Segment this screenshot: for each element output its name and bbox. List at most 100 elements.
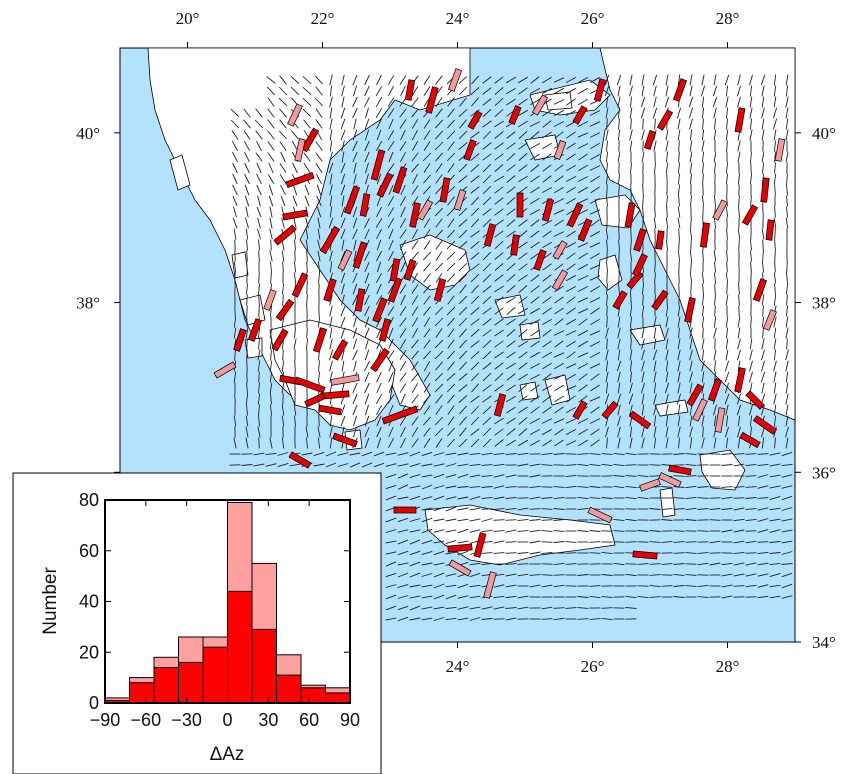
field-line: [665, 129, 669, 141]
vector-strong: [381, 405, 419, 425]
field-line: [518, 153, 528, 161]
field-line: [774, 184, 776, 196]
field-line: [725, 338, 729, 350]
field-line: [506, 274, 516, 282]
field-line: [387, 207, 395, 217]
field-line: [341, 96, 345, 108]
field-line: [589, 121, 601, 127]
field-line: [470, 295, 480, 305]
field-line: [423, 130, 431, 140]
field-line: [280, 184, 286, 196]
field-line: [353, 316, 357, 328]
field-line: [481, 464, 493, 466]
field-line: [445, 551, 457, 555]
vector-strong: [752, 278, 768, 302]
field-line: [653, 371, 657, 383]
histogram-x-axis-label: ΔAz: [210, 744, 245, 765]
field-line: [554, 131, 564, 139]
field-line: [245, 206, 249, 218]
field-line: [409, 572, 421, 578]
field-line: [505, 497, 517, 499]
field-line: [388, 437, 394, 449]
field-line: [601, 497, 613, 499]
field-line: [353, 118, 357, 130]
field-line: [388, 338, 394, 350]
vector-weak: [712, 199, 728, 221]
field-line: [677, 162, 681, 174]
field-line: [457, 452, 469, 456]
field-line: [421, 463, 433, 467]
field-line: [244, 151, 250, 163]
vector-strong: [655, 230, 665, 250]
field-line: [364, 415, 370, 427]
field-line: [244, 162, 250, 174]
land-rhodes: [699, 449, 746, 491]
field-line: [412, 173, 418, 185]
field-line: [303, 152, 311, 162]
field-line: [232, 195, 238, 207]
field-line: [542, 120, 552, 128]
field-line: [364, 250, 370, 262]
vector-weak: [714, 407, 726, 433]
field-line: [673, 552, 685, 554]
field-line: [446, 284, 456, 294]
field-line: [435, 174, 443, 184]
histogram-bar-strong: [276, 674, 302, 704]
field-line: [577, 87, 589, 95]
field-line: [400, 437, 406, 449]
field-line: [577, 263, 589, 271]
field-line: [340, 118, 346, 130]
field-line: [529, 88, 541, 94]
field-line: [590, 219, 600, 227]
field-line: [565, 274, 577, 282]
field-line: [697, 584, 709, 588]
field-line: [470, 186, 480, 194]
field-line: [769, 529, 781, 533]
field-line: [530, 230, 540, 238]
field-line: [385, 495, 397, 501]
field-line: [280, 151, 286, 163]
field-line: [505, 584, 517, 588]
field-line: [689, 250, 693, 262]
field-line: [724, 393, 730, 405]
field-line: [243, 130, 251, 140]
field-line: [421, 496, 433, 500]
field-line: [445, 474, 457, 478]
field-line: [642, 184, 644, 196]
field-line: [760, 74, 766, 86]
field-line: [446, 273, 456, 283]
field-line: [329, 151, 333, 163]
field-line: [423, 229, 431, 239]
field-line: [613, 530, 625, 532]
field-line: [470, 307, 480, 315]
field-line: [565, 241, 577, 249]
field-line: [713, 437, 717, 449]
field-line: [774, 261, 776, 273]
field-line: [726, 283, 728, 295]
field-line: [773, 349, 777, 361]
field-line: [542, 241, 552, 249]
field-line: [233, 371, 237, 383]
field-line: [482, 130, 492, 140]
field-line: [605, 360, 609, 372]
longitude-labels-top: 20° 22° 24° 26° 28°: [176, 9, 740, 28]
field-line: [654, 206, 656, 218]
field-line: [385, 517, 397, 523]
field-line: [493, 508, 505, 510]
field-line: [493, 595, 505, 599]
field-line: [257, 283, 261, 295]
field-line: [266, 76, 276, 84]
vector-strong: [651, 289, 669, 311]
field-line: [364, 426, 370, 438]
field-line: [665, 404, 669, 416]
field-line: [757, 584, 769, 588]
field-line: [664, 382, 670, 394]
field-line: [482, 427, 492, 437]
field-line: [554, 395, 564, 403]
vector-strong: [319, 225, 341, 255]
field-line: [630, 228, 632, 240]
field-line: [329, 316, 333, 328]
field-line: [701, 96, 705, 108]
field-line: [601, 574, 613, 576]
field-line: [397, 463, 409, 467]
